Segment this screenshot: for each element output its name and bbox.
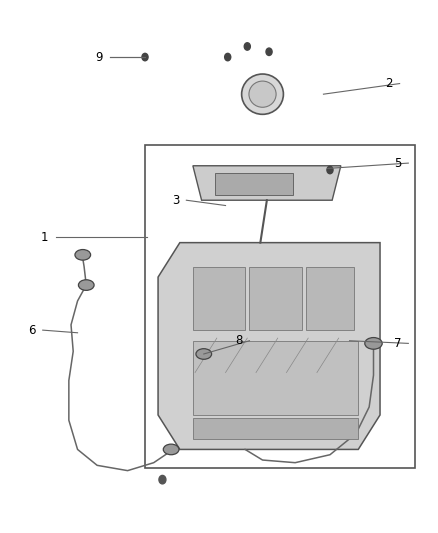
Ellipse shape [242, 74, 283, 114]
Circle shape [244, 43, 251, 50]
Ellipse shape [249, 81, 276, 107]
Polygon shape [158, 243, 380, 449]
Bar [306, 266, 354, 330]
Text: 8: 8 [235, 334, 242, 347]
Bar [250, 266, 302, 330]
Circle shape [225, 53, 231, 61]
Text: 6: 6 [28, 324, 35, 337]
Ellipse shape [196, 349, 212, 359]
Ellipse shape [75, 249, 91, 260]
Circle shape [159, 475, 166, 484]
Text: 7: 7 [394, 337, 401, 350]
Bar [193, 418, 358, 439]
Text: 9: 9 [95, 51, 103, 63]
Circle shape [142, 53, 148, 61]
Bar [256, 94, 269, 113]
Bar [145, 144, 415, 468]
Bar [215, 173, 293, 195]
Circle shape [327, 166, 333, 174]
Text: 5: 5 [394, 157, 401, 169]
Text: 3: 3 [172, 193, 179, 207]
Ellipse shape [78, 280, 94, 290]
Text: 1: 1 [41, 231, 49, 244]
Ellipse shape [365, 337, 382, 349]
Text: 2: 2 [385, 77, 392, 90]
Polygon shape [193, 166, 341, 200]
Bar [193, 341, 358, 415]
Ellipse shape [163, 444, 179, 455]
Circle shape [266, 48, 272, 55]
Bar [193, 266, 245, 330]
